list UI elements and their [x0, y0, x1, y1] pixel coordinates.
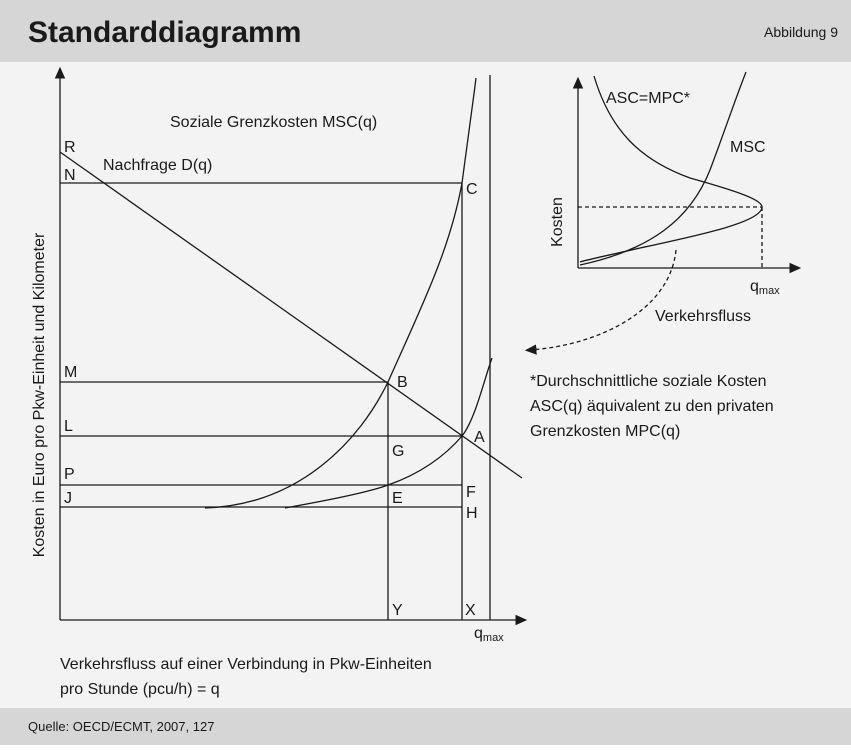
point-label: G [392, 443, 404, 460]
inset-y-label: Kosten [549, 197, 566, 247]
header-band [0, 0, 851, 62]
inset-asc-label: ASC=MPC* [606, 90, 690, 107]
asc-curve [284, 357, 493, 509]
footer-band [0, 708, 851, 745]
point-label: C [466, 181, 478, 198]
point-label: X [465, 602, 476, 619]
qmax-main: q [750, 278, 759, 295]
note-line: *Durchschnittliche soziale Kosten [530, 373, 767, 390]
qmax-label: qmax [474, 625, 504, 644]
point-label: H [466, 505, 478, 522]
inset-asc-curve [579, 75, 763, 263]
msc-curve [204, 77, 477, 509]
note-line: Grenzkosten MPC(q) [530, 423, 680, 440]
qmax-main: q [474, 625, 483, 642]
y-axis-label: Kosten in Euro pro Pkw-Einheit und Kilom… [31, 232, 48, 557]
point-label: E [392, 490, 403, 507]
inset-msc-curve [579, 71, 747, 266]
point-label: B [397, 374, 408, 391]
msc-label: Soziale Grenzkosten MSC(q) [170, 114, 377, 131]
inset-msc-label: MSC [730, 139, 766, 156]
caption-line: Verkehrsfluss auf einer Verbindung in Pk… [60, 656, 432, 673]
point-label: M [64, 364, 77, 381]
inset-x-label: Verkehrsfluss [655, 308, 751, 325]
source: Quelle: OECD/ECMT, 2007, 127 [28, 719, 214, 734]
point-label: R [64, 139, 76, 156]
qmax-sub: max [759, 285, 780, 297]
inset-pointer [524, 249, 677, 355]
point-label: F [466, 484, 476, 501]
title: Standarddiagramm [28, 16, 301, 49]
inset-qmax-label: qmax [750, 278, 780, 297]
point-label: L [64, 418, 73, 435]
point-label: Y [392, 602, 403, 619]
point-label: P [64, 466, 75, 483]
figure-number: Abbildung 9 [764, 24, 838, 40]
note-line: ASC(q) äquivalent zu den privaten [530, 398, 774, 415]
point-label: A [474, 429, 485, 446]
demand-curve [59, 151, 523, 479]
caption-line: pro Stunde (pcu/h) = q [60, 681, 220, 698]
point-label: J [64, 490, 72, 507]
main-diagram: Kosten in Euro pro Pkw-Einheit und Kilom… [31, 66, 528, 698]
point-label: N [64, 167, 76, 184]
demand-label: Nachfrage D(q) [103, 157, 212, 174]
qmax-sub: max [483, 632, 504, 644]
inset-diagram: ASC=MPC* MSC Kosten qmax Verkehrsfluss [524, 71, 802, 355]
